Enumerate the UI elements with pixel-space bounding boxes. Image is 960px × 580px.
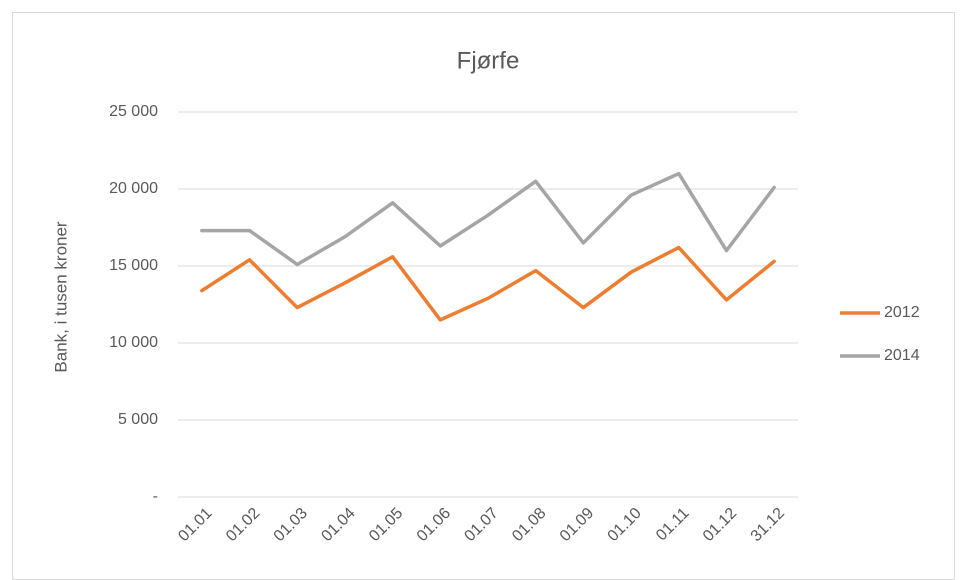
y-tick-label: 5 000 bbox=[118, 411, 158, 428]
y-tick-label: 10 000 bbox=[109, 334, 158, 351]
y-tick-label: 20 000 bbox=[109, 180, 158, 197]
series-line bbox=[200, 171, 776, 267]
chart-title: Fjørfe bbox=[457, 47, 520, 74]
y-axis-label: Bank, i tusen kroner bbox=[51, 221, 70, 373]
legend-label: 2014 bbox=[884, 347, 920, 364]
y-tick-label: 25 000 bbox=[109, 103, 158, 120]
legend-label: 2012 bbox=[884, 304, 920, 321]
y-tick-label: 15 000 bbox=[109, 257, 158, 274]
chart-frame bbox=[12, 12, 955, 580]
y-tick-label: - bbox=[153, 488, 158, 505]
series-line bbox=[200, 245, 776, 322]
